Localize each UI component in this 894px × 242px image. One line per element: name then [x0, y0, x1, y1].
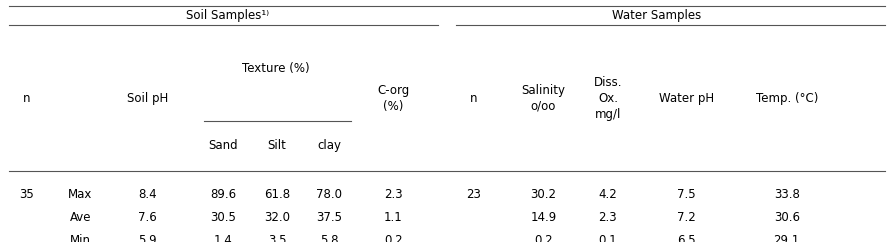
Text: Diss.
Ox.
mg/l: Diss. Ox. mg/l	[594, 76, 622, 121]
Text: 7.5: 7.5	[678, 188, 696, 201]
Text: Salinity
o/oo: Salinity o/oo	[521, 83, 566, 113]
Text: 1.4: 1.4	[215, 234, 232, 242]
Text: 29.1: 29.1	[773, 234, 800, 242]
Text: n: n	[470, 91, 477, 105]
Text: 23: 23	[467, 188, 481, 201]
Text: 1.1: 1.1	[384, 211, 402, 224]
Text: C-org
(%): C-org (%)	[377, 83, 409, 113]
Text: Soil Samples¹⁾: Soil Samples¹⁾	[187, 9, 269, 22]
Text: 5.8: 5.8	[320, 234, 338, 242]
Text: 8.4: 8.4	[139, 188, 156, 201]
Text: 0.2: 0.2	[384, 234, 402, 242]
Text: 3.5: 3.5	[268, 234, 286, 242]
Text: Water pH: Water pH	[659, 91, 714, 105]
Text: 32.0: 32.0	[264, 211, 291, 224]
Text: 35: 35	[20, 188, 34, 201]
Text: 2.3: 2.3	[599, 211, 617, 224]
Text: 4.2: 4.2	[599, 188, 617, 201]
Text: 30.5: 30.5	[211, 211, 236, 224]
Text: 7.2: 7.2	[678, 211, 696, 224]
Text: Max: Max	[68, 188, 93, 201]
Text: Ave: Ave	[70, 211, 91, 224]
Text: Texture (%): Texture (%)	[242, 62, 310, 75]
Text: 6.5: 6.5	[678, 234, 696, 242]
Text: Soil pH: Soil pH	[127, 91, 168, 105]
Text: 30.2: 30.2	[530, 188, 557, 201]
Text: 78.0: 78.0	[316, 188, 342, 201]
Text: 61.8: 61.8	[264, 188, 291, 201]
Text: clay: clay	[317, 139, 341, 152]
Text: 30.6: 30.6	[773, 211, 800, 224]
Text: 7.6: 7.6	[139, 211, 156, 224]
Text: Sand: Sand	[208, 139, 239, 152]
Text: 89.6: 89.6	[210, 188, 237, 201]
Text: Temp. (°C): Temp. (°C)	[755, 91, 818, 105]
Text: 0.1: 0.1	[599, 234, 617, 242]
Text: Water Samples: Water Samples	[612, 9, 702, 22]
Text: Min: Min	[70, 234, 91, 242]
Text: 0.2: 0.2	[535, 234, 552, 242]
Text: 5.9: 5.9	[139, 234, 156, 242]
Text: 14.9: 14.9	[530, 211, 557, 224]
Text: Silt: Silt	[267, 139, 287, 152]
Text: 37.5: 37.5	[316, 211, 342, 224]
Text: n: n	[23, 91, 30, 105]
Text: 33.8: 33.8	[774, 188, 799, 201]
Text: 2.3: 2.3	[384, 188, 402, 201]
